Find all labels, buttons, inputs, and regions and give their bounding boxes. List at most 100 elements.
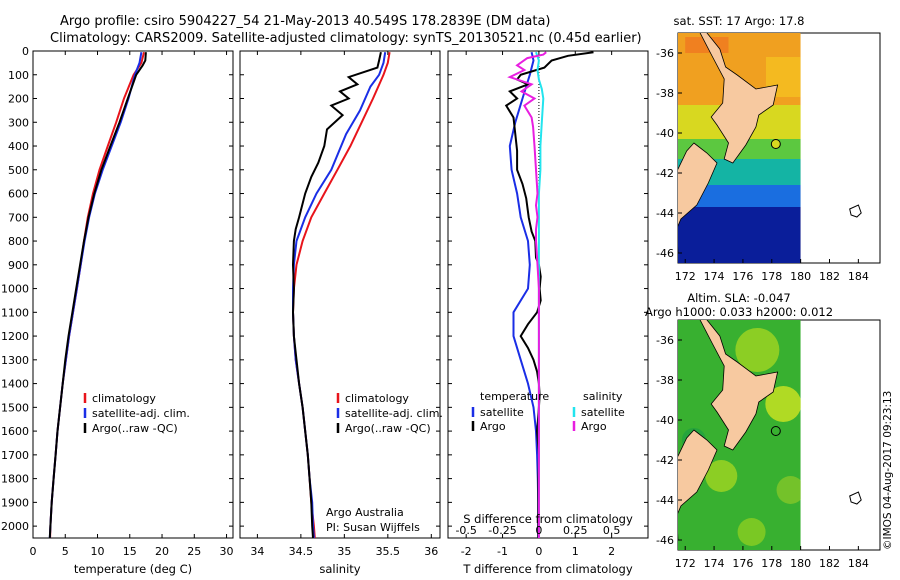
depth-tick-label: 1400 (1, 378, 29, 391)
south-island-land (678, 142, 718, 254)
diff-legend-label: Argo (581, 420, 607, 433)
salinity-diff-axis-label: S difference from climatology (463, 512, 633, 526)
sst_map-lon-label: 174 (704, 270, 725, 283)
difference-xlabel: T difference from climatology (462, 562, 633, 576)
north-island-land (699, 320, 779, 451)
sla_map-lon-label: 184 (848, 557, 869, 570)
temp-legend-label: Argo(..raw -QC) (92, 422, 178, 435)
sal-legend-label: satellite-adj. clim. (345, 407, 443, 420)
salinity-diff-tick-label: -0.5 (455, 524, 476, 537)
sst-map-panel: sat. SST: 17 Argo: 17.8 172 174 176 178 180 1… (656, 14, 881, 283)
depth-tick-label: 1100 (1, 306, 29, 319)
temperature-plot-frame (32, 50, 234, 539)
sla_map-lat-label: -46 (656, 534, 674, 547)
sst_map-lon-label: 184 (848, 270, 869, 283)
salinity-diff-tick-label: 0 (535, 524, 542, 537)
salinity-diff-tick-label: 0.25 (563, 524, 588, 537)
sst_map-lat-label: -44 (656, 207, 674, 220)
depth-tick-label: 1600 (1, 425, 29, 438)
south-island-land (678, 429, 718, 541)
sla_map-lon-label: 176 (732, 557, 753, 570)
temperature-xtick-label: 30 (220, 545, 234, 558)
depth-tick-label: 1500 (1, 401, 29, 414)
sla-map-title-2: Argo h1000: 0.033 h2000: 0.012 (645, 305, 833, 319)
depth-tick-label: 1200 (1, 330, 29, 343)
temperature-xtick-label: 5 (62, 545, 69, 558)
depth-tick-label: 1700 (1, 449, 29, 462)
diff-legend-header-temperature: temperature (480, 390, 549, 403)
temp-legend-label: climatology (92, 392, 156, 405)
title-line-2: Climatology: CARS2009. Satellite-adjuste… (50, 31, 642, 46)
north-island-land (699, 33, 779, 164)
sst_map-lon-label: 182 (819, 270, 840, 283)
difference-xtick-label: 2 (608, 545, 615, 558)
depth-tick-label: 800 (8, 235, 29, 248)
sla_map-lon-label: 174 (704, 557, 725, 570)
diff-legend-label: satellite (581, 406, 625, 419)
salinity-xtick-label: 35 (337, 545, 351, 558)
sst_map-color-field (678, 33, 801, 263)
argo-australia-annotation: Argo Australia (326, 506, 404, 519)
argo-float-position-marker (770, 139, 781, 149)
sla_map-lat-label: -36 (656, 334, 674, 347)
temperature-profile-panel: 0 5 10 15 20 25 300100200300400500600700800900… (1, 45, 234, 576)
salinity-diff-tick-label: -0.25 (488, 524, 516, 537)
depth-tick-label: 400 (8, 140, 29, 153)
difference-profile-panel: -2 -1 0 1 2 T difference from climatology -0.5… (447, 50, 649, 576)
salinity-xtick-label: 36 (424, 545, 438, 558)
sst_map-lon-label: 180 (790, 270, 811, 283)
argo-float-position-marker (770, 426, 781, 436)
temperature-xtick-label: 20 (155, 545, 169, 558)
sla_map-lat-label: -40 (656, 414, 674, 427)
salinity-profile-panel: 34 34.5 35 35.5 36 salinity climatology satelli… (239, 50, 443, 576)
chatham-islands-outline (849, 491, 862, 505)
sst_map-lon-label: 178 (761, 270, 782, 283)
salinity-diff-tick-label: 0.5 (603, 524, 621, 537)
depth-tick-label: 600 (8, 188, 29, 201)
depth-tick-label: 900 (8, 259, 29, 272)
sla_map-lat-label: -44 (656, 494, 674, 507)
depth-tick-label: 1000 (1, 283, 29, 296)
salinity-xtick-label: 34 (250, 545, 264, 558)
sla_map-lat-label: -42 (656, 454, 674, 467)
series-line-argo-raw-qc- (291, 51, 382, 539)
depth-tick-label: 300 (8, 116, 29, 129)
temperature-xtick-label: 25 (187, 545, 201, 558)
sla_map-lon-label: 180 (790, 557, 811, 570)
temperature-xlabel: temperature (deg C) (74, 562, 192, 576)
sal-legend-label: climatology (345, 392, 409, 405)
sst_map-lon-label: 172 (675, 270, 696, 283)
salinity-plot-frame (239, 50, 441, 539)
difference-xtick-label: -1 (497, 545, 508, 558)
sla_map-lon-label: 172 (675, 557, 696, 570)
sst-map-title: sat. SST: 17 Argo: 17.8 (674, 14, 805, 28)
sla_map-lat-label: -38 (656, 374, 674, 387)
depth-tick-label: 1800 (1, 473, 29, 486)
sst_map-lat-label: -36 (656, 47, 674, 60)
difference-plot-frame (447, 50, 649, 539)
depth-tick-label: 2000 (1, 520, 29, 533)
difference-xtick-label: 0 (535, 545, 542, 558)
depth-tick-label: 100 (8, 69, 29, 82)
temp-legend-label: satellite-adj. clim. (92, 407, 190, 420)
diff-legend-header-salinity: salinity (583, 390, 623, 403)
sla-map-panel: Altim. SLA: -0.047 Argo h1000: 0.033 h20… (645, 291, 881, 570)
argo-australia-annotation: PI: Susan Wijffels (326, 521, 420, 534)
temperature-xtick-label: 15 (123, 545, 137, 558)
diff-legend-label: satellite (480, 406, 524, 419)
depth-tick-label: 500 (8, 164, 29, 177)
sal-legend-label: Argo(..raw -QC) (345, 422, 431, 435)
title-line-1: Argo profile: csiro 5904227_54 21-May-20… (60, 14, 551, 29)
salinity-xtick-label: 34.5 (289, 545, 314, 558)
salinity-xlabel: salinity (319, 562, 360, 576)
temperature-xtick-label: 0 (30, 545, 37, 558)
sla_map-lon-label: 182 (819, 557, 840, 570)
diff-legend-label: Argo (480, 420, 506, 433)
depth-tick-label: 1300 (1, 354, 29, 367)
difference-xtick-label: 1 (572, 545, 579, 558)
difference-xtick-label: -2 (461, 545, 472, 558)
sst_map-lat-label: -42 (656, 167, 674, 180)
depth-tick-label: 200 (8, 93, 29, 106)
salinity-xtick-label: 35.5 (376, 545, 401, 558)
